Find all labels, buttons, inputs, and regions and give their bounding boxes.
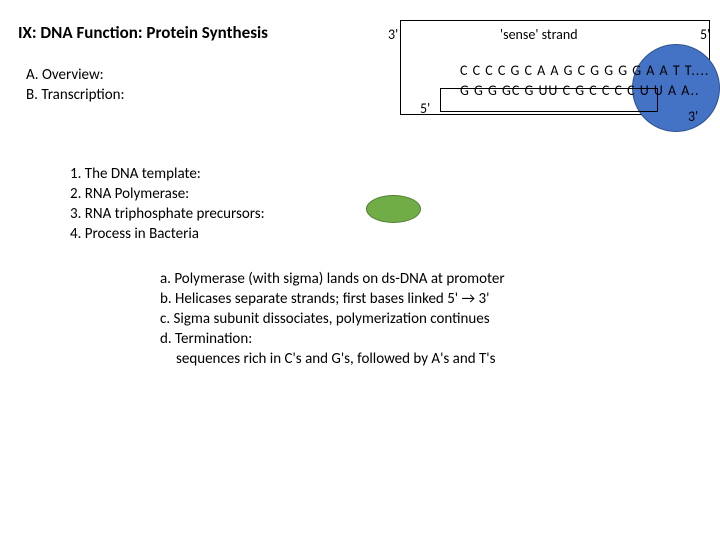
lettered-item-b: b. Helicases separate strands; first bas… bbox=[160, 290, 489, 308]
numbered-item-2: 2. RNA Polymerase: bbox=[70, 185, 189, 203]
label-3prime-bot: 3' bbox=[688, 108, 698, 125]
sequence-top: C C C C G C A A G C G G G G A A T T.... bbox=[460, 62, 709, 79]
page-title: IX: DNA Function: Protein Synthesis bbox=[18, 22, 268, 43]
lettered-item-a: a. Polymerase (with sigma) lands on ds-D… bbox=[160, 270, 505, 288]
lettered-item-c: c. Sigma subunit dissociates, polymeriza… bbox=[160, 310, 490, 328]
label-5prime-bot: 5' bbox=[420, 100, 430, 117]
diagram-inner-box bbox=[440, 88, 658, 112]
label-3prime-top: 3' bbox=[388, 26, 398, 43]
numbered-item-3: 3. RNA triphosphate precursors: bbox=[70, 205, 265, 223]
numbered-item-1: 1. The DNA template: bbox=[70, 165, 201, 183]
section-a: A. Overview: bbox=[26, 66, 104, 84]
lettered-item-d2: sequences rich in C's and G's, followed … bbox=[176, 350, 495, 368]
label-5prime-top: 5' bbox=[700, 26, 710, 43]
section-b: B. Transcription: bbox=[26, 86, 125, 104]
label-sense: 'sense' strand bbox=[500, 26, 578, 43]
lettered-item-d: d. Termination: bbox=[160, 330, 252, 348]
sigma-oval bbox=[366, 195, 421, 223]
numbered-item-4: 4. Process in Bacteria bbox=[70, 225, 199, 243]
